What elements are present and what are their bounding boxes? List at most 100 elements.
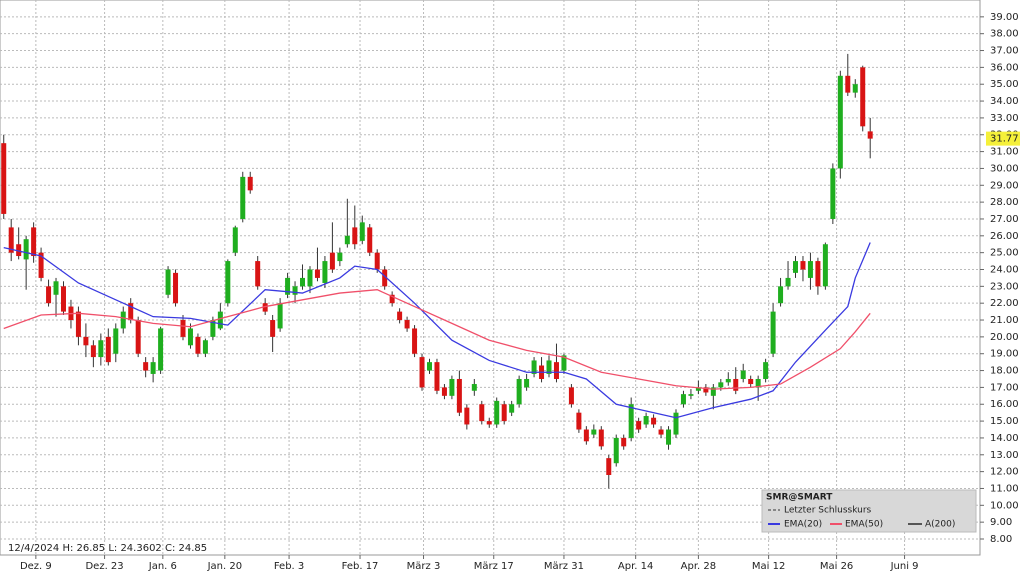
candle-body [725,378,731,383]
candle-body [606,458,612,475]
candle-body [38,252,44,278]
x-tick-label: Feb. 17 [342,561,379,572]
candle-body [449,378,455,396]
candle-body [852,84,858,93]
candle-body [755,378,761,388]
candle-body [367,227,373,253]
candle-body [247,176,253,191]
x-tick-label: März 3 [407,561,441,572]
candle-body [75,311,81,337]
candle-body [778,286,784,304]
candle-body [359,222,365,241]
candle-body [225,261,231,304]
candle-body [270,320,276,337]
y-tick-label: 37.00 [990,46,1019,57]
candle-body [860,67,866,127]
candle-body [419,357,425,388]
candle-body [187,328,193,346]
candle-body [867,131,873,139]
candle-body [300,277,306,287]
info-line: 12/4/2024 H: 26.85 L: 24.3602 C: 24.85 [8,543,207,554]
legend-label: EMA(50) [845,520,883,530]
x-tick-label: Mai 12 [752,561,785,572]
candle-body [807,261,813,278]
candle-body [180,320,186,337]
candle-body [688,394,694,396]
candle-body [202,340,208,354]
y-tick-label: 21.00 [990,315,1019,326]
x-tick-label: Dez. 23 [85,561,123,572]
candle-body [389,294,395,304]
candle-body [576,412,582,430]
candle-body [643,416,649,425]
candle-body [382,269,388,287]
y-tick-label: 16.00 [990,399,1019,410]
candle-body [628,404,634,438]
candle-body [621,437,627,447]
y-tick-label: 17.00 [990,382,1019,393]
candle-body [845,75,851,93]
y-tick-label: 36.00 [990,62,1019,73]
candle-body [217,311,223,329]
candle-body [613,437,619,464]
candle-body [329,252,335,270]
y-tick-label: 12.00 [990,467,1019,478]
candle-body [404,320,410,329]
candle-body [16,244,22,257]
candle-body [46,286,52,304]
y-tick-label: 8.00 [990,534,1012,545]
y-tick-label: 28.00 [990,197,1019,208]
y-tick-label: 30.00 [990,163,1019,174]
y-tick-label: 11.00 [990,483,1019,494]
candle-body [740,370,746,379]
legend-title: SMR@SMART [766,493,833,503]
last-price-box [986,131,1020,146]
candle-body [1,143,7,214]
y-tick-label: 38.00 [990,29,1019,40]
x-tick-label: Feb. 3 [274,561,304,572]
ema-line [3,289,871,390]
y-tick-label: 31.00 [990,147,1019,158]
candle-body [793,261,799,273]
candle-body [479,404,485,422]
candle-body [60,286,66,312]
candle-body [314,269,320,278]
legend-label: A(200) [925,520,955,530]
y-tick-label: 33.00 [990,113,1019,124]
candle-body [591,429,597,435]
candle-body [830,168,836,219]
candle-body [680,394,686,405]
candle-body [83,336,89,346]
y-tick-label: 14.00 [990,433,1019,444]
candle-body [770,311,776,354]
candle-body [636,421,642,430]
y-tick-label: 35.00 [990,79,1019,90]
candle-body [158,328,164,371]
candle-body [785,277,791,287]
candle-body [255,261,261,287]
candle-body [748,378,754,385]
candle-body [651,417,657,425]
candle-body [240,176,246,219]
y-tick-label: 29.00 [990,180,1019,191]
x-tick-label: Mai 26 [820,561,853,572]
x-tick-label: Juni 9 [890,561,919,572]
y-tick-label: 9.00 [990,517,1012,528]
candle-body [703,387,709,393]
candle-body [98,340,104,358]
candle-body [374,252,380,270]
candle-body [412,328,418,354]
candle-body [666,429,672,445]
candle-body [509,404,515,413]
candle-body [673,412,679,435]
legend-box [761,489,977,533]
candle-body [232,227,238,253]
y-tick-label: 22.00 [990,298,1019,309]
candle-body [568,387,574,405]
candle-body [837,75,843,169]
candle-body [277,303,283,329]
candle-body [456,378,462,413]
candle-body [31,227,37,257]
candle-body [23,239,29,260]
